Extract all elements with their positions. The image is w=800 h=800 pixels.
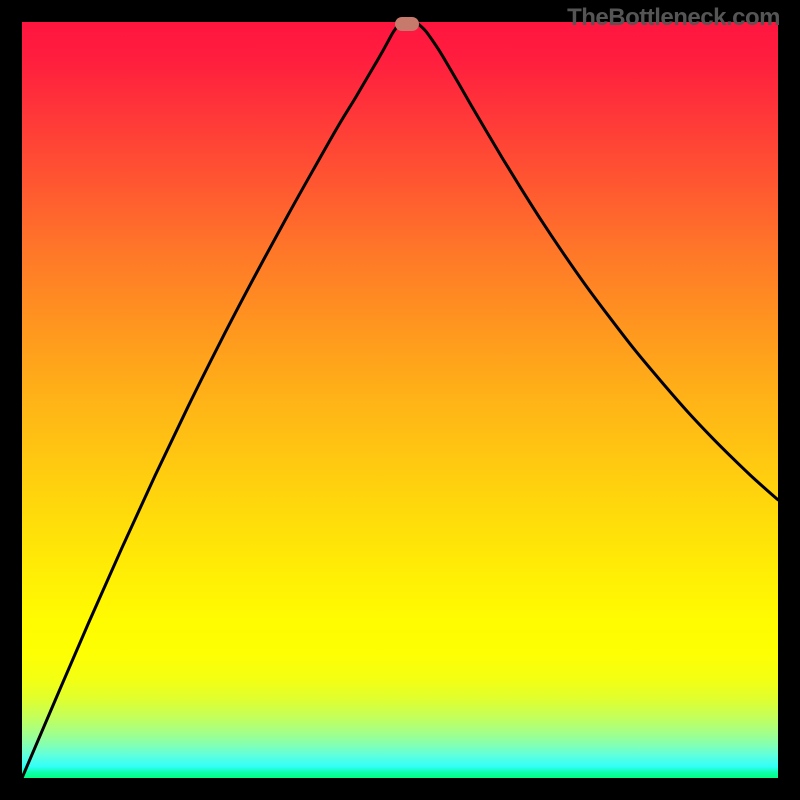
plot-area — [22, 22, 778, 778]
watermark-text: TheBottleneck.com — [567, 4, 780, 32]
optimal-point-marker — [395, 17, 419, 31]
chart-container: TheBottleneck.com — [0, 0, 800, 800]
gradient-background — [22, 22, 778, 778]
